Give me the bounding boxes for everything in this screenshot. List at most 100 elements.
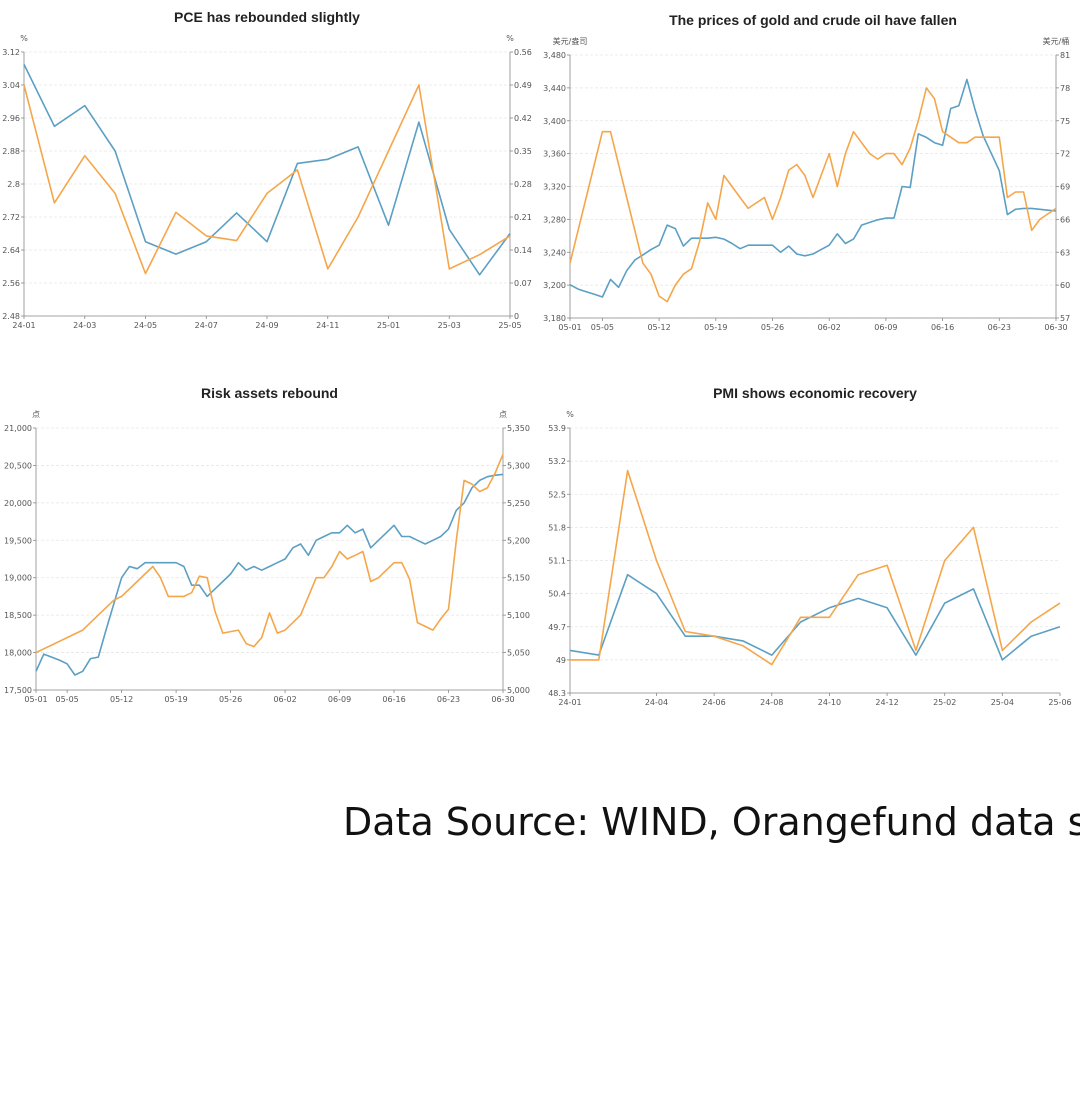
x-tick-label: 24-08	[760, 698, 783, 707]
series-line-blue	[569, 573, 1061, 661]
y-left-tick-label: 3.04	[2, 81, 20, 90]
x-tick-label: 24-04	[645, 698, 668, 707]
chart-title: PMI shows economic recovery	[713, 385, 917, 401]
chart-pmi: PMI shows economic recovery% 53.9 53.2 52.5…	[540, 375, 1080, 745]
x-tick-label: 24-11	[316, 321, 339, 330]
y-left-tick-label: 3,440	[543, 84, 566, 93]
y-right-tick-label: 0.07	[514, 279, 532, 288]
y-right-tick-label: 0.35	[514, 147, 532, 156]
right-axis-unit: 点	[499, 410, 507, 419]
y-left-tick-label: 49.7	[548, 623, 566, 632]
y-left-tick-label: 3,200	[543, 281, 566, 290]
y-right-tick-label: 66	[1060, 215, 1070, 224]
y-left-tick-label: 2.56	[2, 279, 20, 288]
y-right-tick-label: 60	[1060, 281, 1070, 290]
y-right-tick-label: 0.21	[514, 213, 532, 222]
y-left-tick-label: 21,000	[4, 424, 32, 433]
x-tick-label: 24-12	[875, 698, 898, 707]
y-right-tick-label: 5,300	[507, 461, 530, 470]
y-left-tick-label: 20,000	[4, 499, 32, 508]
y-right-tick-label: 0	[514, 312, 519, 321]
x-tick-label: 05-01	[558, 323, 581, 332]
chart-title: The prices of gold and crude oil have fa…	[669, 12, 957, 28]
y-left-tick-label: 3.12	[2, 48, 20, 57]
y-left-tick-label: 3,240	[543, 248, 566, 257]
y-right-tick-label: 0.56	[514, 48, 532, 57]
y-right-tick-label: 81	[1060, 51, 1070, 60]
x-tick-label: 05-12	[647, 323, 670, 332]
x-tick-label: 24-01	[558, 698, 581, 707]
x-tick-label: 06-09	[328, 695, 351, 704]
y-right-tick-label: 5,050	[507, 649, 530, 658]
left-axis-unit: 点	[32, 410, 40, 419]
y-left-tick-label: 19,500	[4, 536, 32, 545]
y-left-tick-label: 2.64	[2, 246, 20, 255]
chart-title: PCE has rebounded slightly	[174, 9, 360, 25]
y-left-tick-label: 18,000	[4, 649, 32, 658]
x-tick-label: 05-12	[110, 695, 133, 704]
x-tick-label: 06-02	[273, 695, 296, 704]
y-left-tick-label: 3,180	[543, 314, 566, 323]
x-tick-label: 05-05	[56, 695, 79, 704]
x-tick-label: 05-19	[704, 323, 727, 332]
y-right-tick-label: 5,350	[507, 424, 530, 433]
y-right-tick-label: 5,200	[507, 536, 530, 545]
y-right-tick-label: 5,250	[507, 499, 530, 508]
x-tick-label: 06-23	[988, 323, 1011, 332]
right-axis-unit: 美元/桶	[1043, 36, 1070, 46]
x-tick-label: 24-06	[702, 698, 725, 707]
left-axis-unit: %	[20, 34, 28, 43]
x-tick-label: 24-09	[255, 321, 278, 330]
y-left-tick-label: 17,500	[4, 686, 32, 695]
chart-gold-oil: The prices of gold and crude oil have fa…	[540, 0, 1080, 370]
y-left-tick-label: 3,480	[543, 51, 566, 60]
y-left-tick-label: 53.2	[548, 457, 566, 466]
x-tick-label: 05-26	[219, 695, 242, 704]
data-source-text: Data Source: WIND, Orangefund data sea	[343, 800, 1080, 844]
x-tick-label: 05-19	[164, 695, 187, 704]
series-line-orange	[569, 87, 1057, 303]
chart-pce: PCE has rebounded slightly%% 3.12 3.04 2.96…	[0, 0, 540, 370]
y-left-tick-label: 48.3	[548, 689, 566, 698]
x-tick-label: 06-30	[491, 695, 514, 704]
x-tick-label: 25-02	[933, 698, 956, 707]
x-tick-label: 05-05	[591, 323, 614, 332]
right-axis-unit: %	[506, 34, 514, 43]
x-tick-label: 24-05	[134, 321, 157, 330]
y-right-tick-label: 5,100	[507, 611, 530, 620]
y-right-tick-label: 5,150	[507, 574, 530, 583]
y-left-tick-label: 3,360	[543, 150, 566, 159]
y-right-tick-label: 0.49	[514, 81, 532, 90]
x-tick-label: 25-03	[438, 321, 461, 330]
y-left-tick-label: 3,280	[543, 215, 566, 224]
x-tick-label: 24-07	[195, 321, 218, 330]
x-tick-label: 06-16	[382, 695, 405, 704]
y-left-tick-label: 50.4	[548, 590, 566, 599]
x-tick-label: 06-30	[1044, 323, 1067, 332]
series-line-orange	[570, 469, 1061, 666]
y-left-tick-label: 3,320	[543, 183, 566, 192]
x-tick-label: 24-01	[12, 321, 35, 330]
left-axis-unit: %	[566, 410, 574, 419]
y-right-tick-label: 5,000	[507, 686, 530, 695]
y-right-tick-label: 0.14	[514, 246, 532, 255]
y-right-tick-label: 72	[1060, 150, 1070, 159]
y-left-tick-label: 51.8	[548, 523, 566, 532]
x-tick-label: 25-05	[498, 321, 521, 330]
y-left-tick-label: 2.8	[7, 180, 20, 189]
y-left-tick-label: 20,500	[4, 461, 32, 470]
y-right-tick-label: 78	[1060, 84, 1070, 93]
x-tick-label: 05-26	[761, 323, 784, 332]
y-left-tick-label: 49	[556, 656, 566, 665]
x-tick-label: 24-10	[818, 698, 841, 707]
y-left-tick-label: 3,400	[543, 117, 566, 126]
y-left-tick-label: 51.1	[548, 557, 566, 566]
series-line-blue	[35, 473, 504, 676]
x-tick-label: 05-01	[24, 695, 47, 704]
x-tick-label: 25-04	[991, 698, 1014, 707]
x-tick-label: 25-06	[1048, 698, 1071, 707]
y-right-tick-label: 57	[1060, 314, 1070, 323]
series-line-orange	[35, 453, 504, 654]
x-tick-label: 06-09	[874, 323, 897, 332]
